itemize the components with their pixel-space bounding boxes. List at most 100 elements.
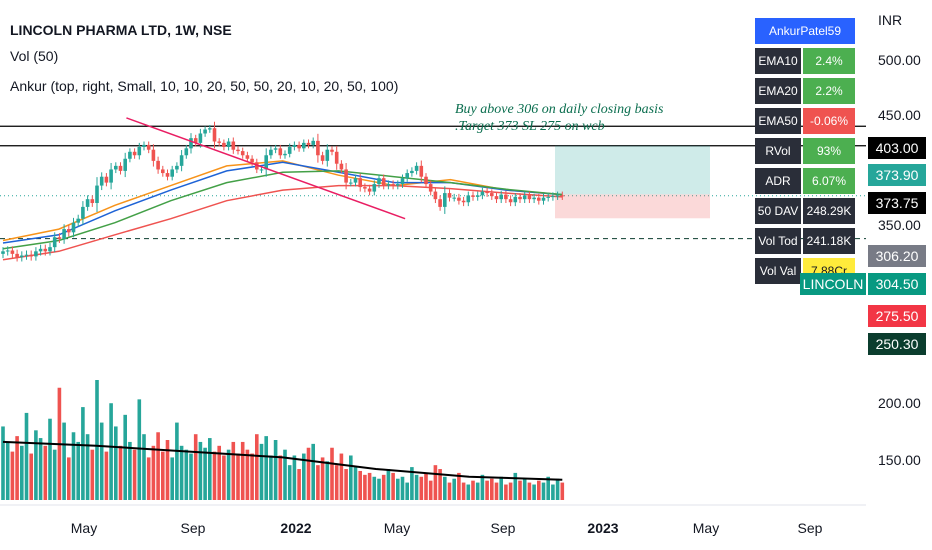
- candle-body: [339, 163, 344, 170]
- candle-body: [527, 195, 532, 200]
- candle-body: [156, 160, 160, 170]
- time-tick: May: [70, 520, 98, 536]
- volume-bar: [142, 434, 146, 500]
- time-tick: Sep: [490, 520, 516, 536]
- candle-body: [250, 158, 254, 163]
- price-tag-373-90: 373.90: [868, 164, 926, 186]
- price-tag-last: 304.50: [868, 273, 926, 295]
- candle-body: [226, 141, 231, 147]
- candle-body: [349, 182, 353, 184]
- candle-body: [367, 188, 372, 192]
- candle-body: [57, 237, 62, 239]
- candle-body: [504, 194, 508, 200]
- candle-body: [302, 142, 306, 149]
- table-cell-value: -0.06%: [803, 108, 855, 134]
- volume-bar: [475, 482, 480, 500]
- candle-body: [320, 155, 325, 161]
- volume-bar: [485, 480, 489, 500]
- volume-bar: [10, 451, 15, 500]
- candle-body: [1, 251, 5, 254]
- table-cell-value: 248.29K: [803, 198, 855, 224]
- candle-body: [137, 146, 142, 156]
- time-tick: 2023: [587, 520, 619, 536]
- candle-body: [29, 254, 33, 257]
- volume-bar: [193, 434, 198, 500]
- price-tag-275: 275.50: [868, 305, 926, 327]
- candle-body: [518, 196, 522, 200]
- candle-body: [90, 199, 95, 204]
- candle-body: [273, 148, 278, 150]
- candle-body: [433, 191, 438, 200]
- volume-bar: [259, 443, 264, 500]
- candle-body: [43, 248, 48, 252]
- volume-bar: [527, 482, 532, 500]
- candle-body: [71, 222, 76, 233]
- volume-bar: [391, 472, 395, 500]
- candle-body: [208, 128, 212, 130]
- volume-bar: [264, 436, 268, 500]
- candle-body: [532, 197, 536, 200]
- candle-body: [287, 146, 292, 154]
- candle-body: [438, 199, 442, 207]
- volume-bar: [349, 455, 353, 500]
- volume-bar: [316, 465, 320, 500]
- trendline: [126, 117, 406, 220]
- price-tag-373-75: 373.75: [868, 192, 926, 214]
- candle-body: [400, 178, 405, 185]
- volume-bar: [367, 472, 372, 500]
- volume-bar: [15, 436, 19, 500]
- volume-bar: [381, 474, 386, 500]
- candle-body: [363, 187, 367, 189]
- volume-indicator-label[interactable]: Vol (50): [10, 48, 59, 64]
- time-tick: Sep: [797, 520, 823, 536]
- volume-bar: [81, 407, 85, 500]
- volume-bar: [518, 480, 522, 500]
- volume-bar: [132, 449, 137, 500]
- candle-body: [52, 237, 57, 248]
- volume-bar: [396, 478, 400, 500]
- candle-body: [306, 142, 311, 145]
- candle-body: [443, 193, 447, 207]
- volume-bar: [255, 434, 259, 500]
- candle-body: [269, 149, 273, 156]
- volume-bar: [85, 434, 90, 500]
- volume-bar: [292, 455, 297, 500]
- volume-bar: [466, 484, 471, 500]
- target-zone: [555, 145, 710, 195]
- candle-body: [240, 151, 245, 156]
- volume-bar: [551, 484, 555, 500]
- candle-body: [391, 184, 395, 186]
- price-tick: 150.00: [878, 452, 921, 468]
- table-row-vol-tod: Vol Tod 241.18K: [755, 228, 855, 254]
- candle-body: [114, 165, 118, 170]
- volume-bar: [217, 445, 221, 500]
- candle-body: [546, 196, 550, 198]
- candle-body: [494, 196, 499, 200]
- candle-body: [344, 169, 348, 183]
- trade-annotation[interactable]: Buy above 306 on daily closing basis .Ta…: [455, 102, 664, 134]
- volume-bar: [184, 449, 189, 500]
- custom-indicator-label[interactable]: Ankur (top, right, Small, 10, 10, 20, 50…: [10, 78, 399, 94]
- volume-bar: [273, 440, 278, 500]
- candle-body: [457, 197, 461, 201]
- candle-body: [396, 184, 400, 186]
- volume-bar: [443, 476, 447, 500]
- candle-body: [175, 165, 179, 170]
- candle-body: [480, 191, 485, 196]
- candle-body: [179, 155, 184, 166]
- volume-bar: [245, 449, 250, 500]
- candle-body: [165, 173, 170, 177]
- volume-bar: [532, 484, 536, 500]
- volume-bar: [90, 449, 95, 500]
- volume-bar: [297, 469, 301, 500]
- volume-bar: [161, 451, 165, 500]
- candle-body: [311, 140, 315, 145]
- volume-bar: [156, 432, 160, 500]
- chart-title: LINCOLN PHARMA LTD, 1W, NSE: [10, 22, 232, 38]
- volume-bar: [522, 478, 527, 500]
- candle-body: [10, 250, 15, 254]
- table-cell-name: ADR: [755, 168, 801, 194]
- table-cell-value: 93%: [803, 138, 855, 164]
